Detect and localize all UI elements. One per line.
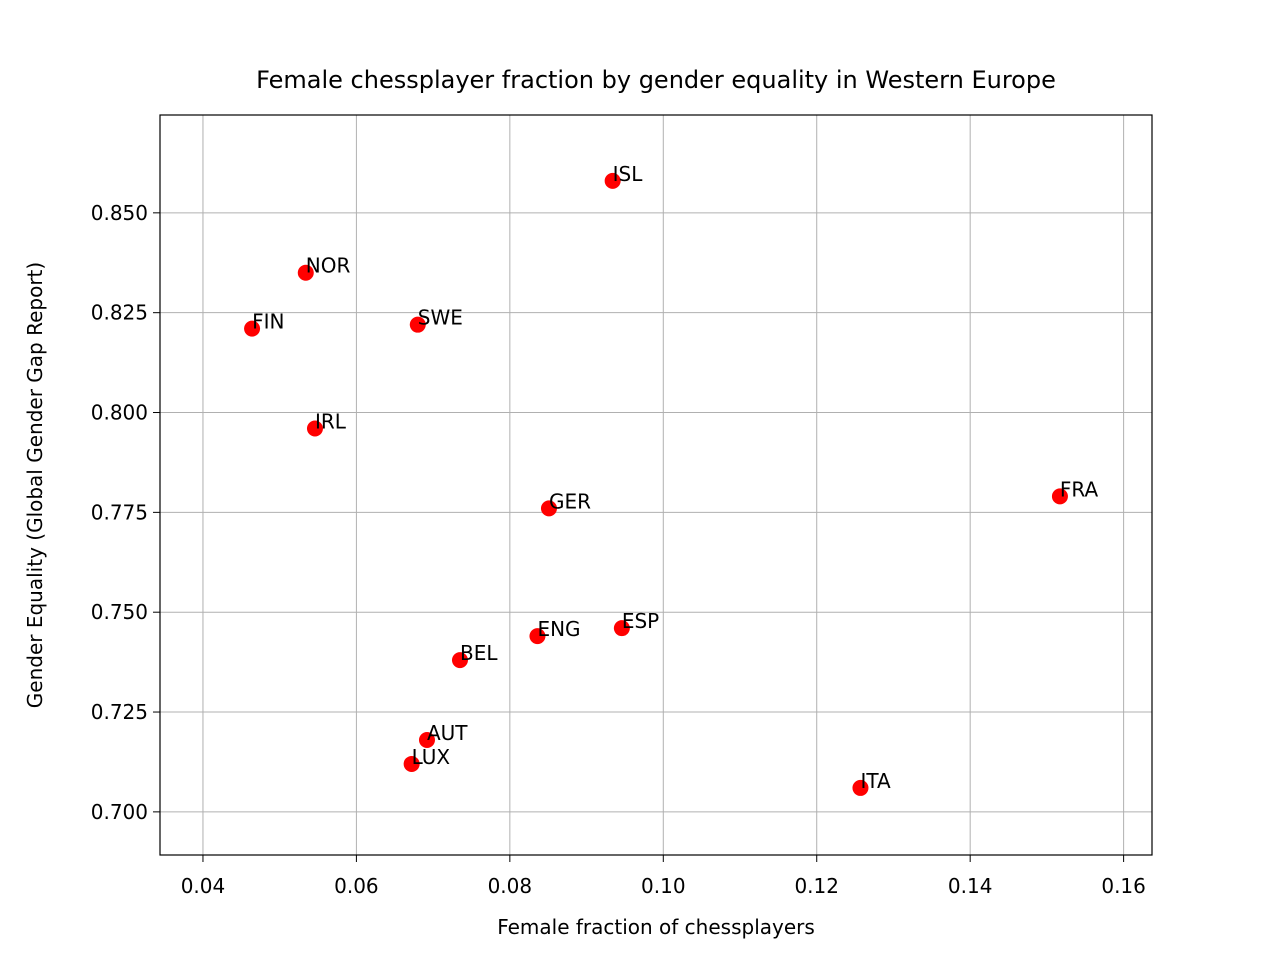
y-tick-label: 0.700 [91,800,148,824]
point-label: NOR [306,254,351,278]
point [418,731,435,748]
point [409,316,426,333]
x-tick-label: 0.16 [1101,874,1146,898]
point [1051,488,1068,505]
x-axis-label: Female fraction of chessplayers [497,915,815,939]
point-label: SWE [418,306,463,330]
point [403,755,420,772]
point-label: GER [549,489,591,513]
point [613,620,630,637]
y-tick-label: 0.825 [91,301,148,325]
point [297,264,314,281]
x-tick-label: 0.08 [488,874,533,898]
point-label: IRL [315,409,347,433]
point [852,779,869,796]
x-tick-label: 0.06 [334,874,379,898]
x-tick-label: 0.10 [641,874,686,898]
y-tick-label: 0.850 [91,201,148,225]
y-tick-label: 0.750 [91,600,148,624]
point [244,320,261,337]
y-axis-label: Gender Equality (Global Gender Gap Repor… [23,262,47,708]
point [529,628,546,645]
x-tick-label: 0.12 [794,874,839,898]
point-label: BEL [460,641,498,665]
point-label: LUX [412,745,451,769]
chart-title: Female chessplayer fraction by gender eq… [256,66,1056,94]
x-tick-label: 0.04 [181,874,226,898]
point-label: AUT [427,721,468,745]
point-label: ISL [613,162,644,186]
y-tick-label: 0.800 [91,401,148,425]
y-tick-label: 0.725 [91,700,148,724]
x-tick-label: 0.14 [948,874,993,898]
y-tick-label: 0.775 [91,500,148,524]
point-label: FIN [252,310,284,334]
point [540,500,557,517]
point-label: ESP [622,609,659,633]
point-label: FRA [1060,477,1099,501]
point-label: ITA [860,769,891,793]
plot-frame [159,114,1153,856]
point [451,652,468,669]
point [604,172,621,189]
point-label: ENG [537,617,580,641]
point [306,420,323,437]
